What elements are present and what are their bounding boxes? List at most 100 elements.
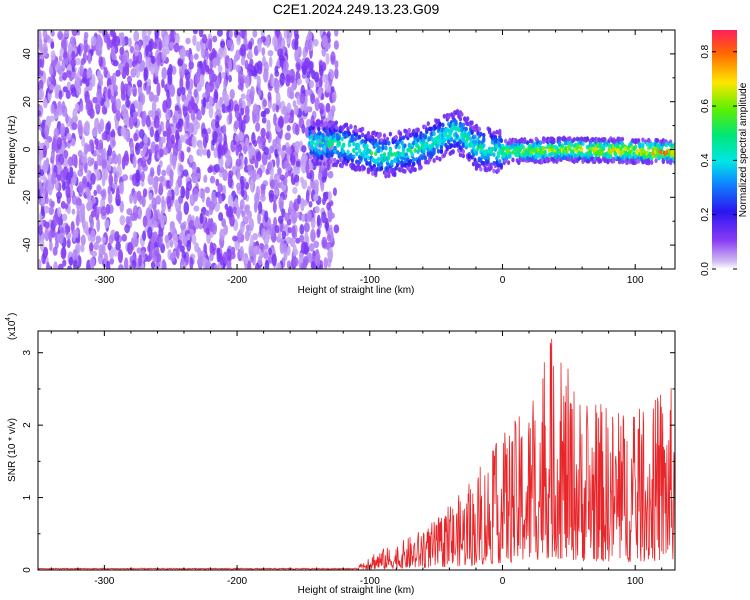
heatmap-cell <box>355 151 359 157</box>
heatmap-cell <box>98 142 104 150</box>
heatmap-cell <box>575 145 579 150</box>
heatmap-cell <box>161 259 166 269</box>
heatmap-cell <box>166 195 172 210</box>
spectrogram-xtick-label: -200 <box>227 275 247 286</box>
heatmap-cell <box>432 131 436 137</box>
heatmap-cell <box>425 143 429 149</box>
heatmap-cell <box>42 42 48 57</box>
heatmap-cell <box>67 44 72 56</box>
heatmap-cell <box>309 242 315 252</box>
heatmap-cell <box>326 202 331 211</box>
heatmap-cell <box>300 213 306 222</box>
heatmap-cell <box>232 235 238 242</box>
heatmap-cell <box>414 132 419 138</box>
heatmap-cell <box>187 101 193 114</box>
heatmap-cell <box>310 261 316 269</box>
heatmap-cell <box>216 249 221 263</box>
heatmap-cell <box>432 150 436 155</box>
heatmap-cell <box>204 209 210 216</box>
heatmap-cell <box>236 182 242 191</box>
heatmap-cell <box>227 194 234 207</box>
heatmap-cell <box>115 109 121 122</box>
heatmap-cell <box>132 191 138 205</box>
heatmap-cell <box>471 161 476 167</box>
heatmap-cell <box>268 145 275 154</box>
heatmap-cell <box>123 153 130 166</box>
heatmap-cell <box>236 34 241 46</box>
heatmap-cell <box>148 192 153 201</box>
heatmap-cell <box>213 89 219 104</box>
heatmap-cell <box>236 206 241 220</box>
heatmap-cell <box>67 265 72 269</box>
heatmap-cell <box>99 118 105 132</box>
heatmap-cell <box>209 175 216 184</box>
heatmap-cell <box>460 131 464 137</box>
heatmap-cell <box>466 136 470 142</box>
heatmap-cell <box>442 113 447 119</box>
heatmap-cell <box>81 136 86 147</box>
heatmap-cell <box>555 159 559 164</box>
heatmap-cell <box>177 210 182 225</box>
heatmap-cell <box>74 228 79 239</box>
heatmap-cell <box>298 252 304 263</box>
heatmap-cell <box>330 105 336 113</box>
heatmap-cell <box>353 136 358 142</box>
heatmap-cell <box>110 46 116 60</box>
heatmap-cell <box>179 68 185 77</box>
heatmap-cell <box>260 30 265 37</box>
heatmap-cell <box>296 63 301 71</box>
heatmap-cell <box>237 70 244 81</box>
heatmap-cell <box>202 148 209 156</box>
heatmap-cell <box>303 102 308 115</box>
heatmap-cell <box>233 120 240 130</box>
heatmap-cell <box>244 105 250 117</box>
heatmap-cell <box>161 48 167 62</box>
heatmap-cell <box>183 201 190 215</box>
heatmap-cell <box>228 74 232 83</box>
heatmap-cell <box>326 233 331 242</box>
heatmap-cell <box>206 149 211 159</box>
heatmap-cell <box>343 152 347 158</box>
heatmap-cell <box>378 131 382 137</box>
heatmap-cell <box>560 143 565 149</box>
heatmap-cell <box>259 194 266 202</box>
heatmap-cell <box>217 145 222 160</box>
heatmap-cell <box>126 75 133 84</box>
heatmap-cell <box>262 99 268 107</box>
heatmap-cell <box>186 233 191 241</box>
spectrogram-xtick-label: 0 <box>500 275 506 286</box>
heatmap-cell <box>208 95 213 107</box>
heatmap-cell <box>319 76 323 88</box>
heatmap-cell <box>318 64 324 77</box>
heatmap-cell <box>63 57 69 66</box>
heatmap-cell <box>340 136 344 142</box>
heatmap-cell <box>303 242 309 255</box>
heatmap-cell <box>54 179 60 191</box>
heatmap-cell <box>191 170 196 183</box>
heatmap-cell <box>247 49 253 59</box>
heatmap-cell <box>295 123 300 136</box>
heatmap-cell <box>228 58 233 73</box>
heatmap-cell <box>71 177 77 186</box>
heatmap-cell <box>77 119 83 133</box>
heatmap-cell <box>43 161 49 174</box>
heatmap-cell <box>295 160 301 168</box>
heatmap-cell <box>191 135 197 148</box>
heatmap-cell <box>267 161 272 171</box>
heatmap-cell <box>65 90 71 100</box>
heatmap-cell <box>62 259 67 267</box>
heatmap-cell <box>109 130 116 138</box>
heatmap-cell <box>470 130 474 136</box>
heatmap-cell <box>177 118 184 127</box>
heatmap-cell <box>178 164 184 173</box>
heatmap-cell <box>123 257 129 269</box>
heatmap-cell <box>122 71 127 79</box>
heatmap-cell <box>101 236 106 243</box>
heatmap-cell <box>115 241 121 251</box>
spectrogram-xtick-label: -300 <box>94 275 114 286</box>
heatmap-cell <box>239 132 244 142</box>
heatmap-cell <box>458 152 463 158</box>
heatmap-cell <box>150 55 156 64</box>
heatmap-cell <box>495 129 499 135</box>
heatmap-cell <box>152 254 158 263</box>
